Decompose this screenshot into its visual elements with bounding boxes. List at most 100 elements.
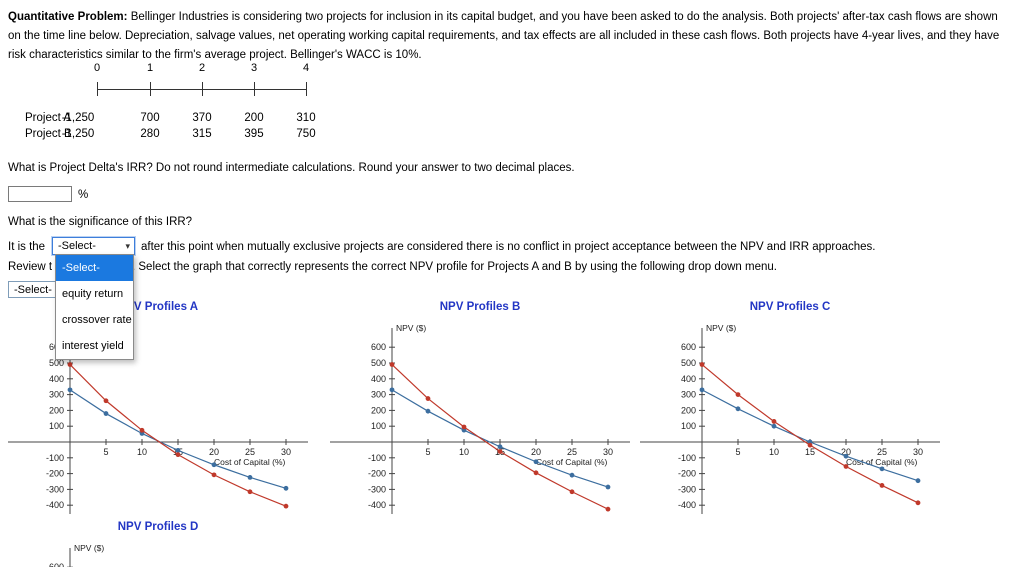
- project-a-cf0: -1,250: [61, 112, 95, 124]
- svg-text:-200: -200: [678, 469, 696, 479]
- npv-profiles-d-chart: NPV Profiles D 600500400300200100-100-20…: [8, 520, 308, 567]
- chart-title-b: NPV Profiles B: [439, 301, 521, 313]
- svg-text:5: 5: [425, 447, 430, 457]
- npv-profiles-b-chart: NPV Profiles B 600 500 400 300 200 100 -100 -20…: [330, 300, 630, 519]
- project-a-cashflow-row: Project A -1,250 700 370 200 310: [0, 112, 340, 126]
- npv-profiles-a-plot: 600500400300200100-100-200-300-400510152…: [8, 323, 308, 514]
- timeline-tick-4: [306, 82, 307, 96]
- significance-select[interactable]: -Select- ▾: [52, 237, 135, 255]
- irr-answer-input[interactable]: [8, 186, 72, 202]
- svg-text:-200: -200: [368, 469, 386, 479]
- svg-text:600: 600: [49, 562, 64, 567]
- npv-profiles-a-chart: NPV Profiles A 600500400300200100-100-20…: [8, 300, 308, 519]
- svg-text:500: 500: [371, 358, 386, 368]
- npv-profiles-b-plot: 600500400300200100-100-200-300-400510152…: [330, 323, 630, 514]
- svg-text:100: 100: [49, 421, 64, 431]
- svg-text:100: 100: [371, 421, 386, 431]
- svg-text:600: 600: [681, 342, 696, 352]
- svg-text:400: 400: [681, 374, 696, 384]
- chart-title-a: NPV Profiles A: [117, 301, 199, 313]
- svg-text:10: 10: [769, 447, 779, 457]
- svg-text:25: 25: [877, 447, 887, 457]
- review-sentence-suffix: . Select the graph that correctly repres…: [132, 261, 777, 273]
- timeline-period-3: 3: [250, 62, 258, 74]
- dropdown-option-select[interactable]: -Select-: [56, 255, 133, 281]
- problem-statement-text: Bellinger Industries is considering two …: [8, 11, 1000, 61]
- cashflow-timeline: 0 1 2 3 4 Project A -1,250 700 370 200 3…: [0, 62, 340, 147]
- svg-text:-300: -300: [368, 484, 386, 494]
- significance-select-value: -Select-: [58, 240, 96, 252]
- irr-question: What is Project Delta's IRR? Do not roun…: [8, 162, 575, 174]
- svg-text:300: 300: [49, 390, 64, 400]
- project-b-cf0: -1,250: [61, 128, 95, 140]
- svg-text:-100: -100: [678, 453, 696, 463]
- svg-text:Cost of Capital (%): Cost of Capital (%): [536, 457, 607, 467]
- project-b-cf1: 280: [140, 128, 160, 140]
- project-a-label: Project A: [25, 112, 72, 124]
- svg-text:400: 400: [371, 374, 386, 384]
- review-sentence-prefix: Review t: [8, 261, 53, 273]
- timeline-tick-0: [97, 82, 98, 96]
- svg-text:25: 25: [567, 447, 577, 457]
- svg-text:30: 30: [913, 447, 923, 457]
- npv-profiles-c-plot: 600 500 400 300 200 100 -100 -200 -300 -400 5 10 15 2…: [640, 323, 940, 514]
- project-a-cf4: 310: [296, 112, 316, 124]
- dropdown-option-crossover-rate[interactable]: crossover rate: [62, 314, 132, 326]
- svg-text:-100: -100: [368, 453, 386, 463]
- svg-text:-200: -200: [46, 469, 64, 479]
- svg-text:5: 5: [735, 447, 740, 457]
- svg-text:500: 500: [681, 358, 696, 368]
- timeline-period-2: 2: [198, 62, 206, 74]
- svg-text:NPV ($): NPV ($): [706, 323, 736, 333]
- svg-text:500: 500: [49, 358, 64, 368]
- chevron-down-icon: ▾: [125, 240, 130, 251]
- svg-text:-400: -400: [46, 500, 64, 510]
- project-a-cf1: 700: [140, 112, 160, 124]
- timeline-tick-3: [254, 82, 255, 96]
- timeline-tick-2: [202, 82, 203, 96]
- svg-text:100: 100: [681, 421, 696, 431]
- svg-text:Cost of Capital (%): Cost of Capital (%): [846, 457, 917, 467]
- project-b-cf2: 315: [192, 128, 212, 140]
- project-b-cf4: 750: [296, 128, 316, 140]
- dropdown-option-equity-return[interactable]: equity return: [62, 288, 124, 300]
- svg-text:5: 5: [103, 447, 108, 457]
- significance-sentence-prefix: It is the: [8, 241, 46, 253]
- problem-statement-label: Quantitative Problem:: [8, 11, 128, 23]
- svg-text:20: 20: [209, 447, 219, 457]
- svg-text:25: 25: [245, 447, 255, 457]
- svg-text:10: 10: [459, 447, 469, 457]
- svg-text:-300: -300: [678, 484, 696, 494]
- svg-text:300: 300: [681, 390, 696, 400]
- svg-text:-400: -400: [678, 500, 696, 510]
- svg-text:200: 200: [371, 405, 386, 415]
- graph-select-value: -Select-: [14, 283, 52, 296]
- chart-title-c: NPV Profiles C: [749, 301, 831, 313]
- svg-text:300: 300: [371, 390, 386, 400]
- timeline-period-0: 0: [93, 62, 101, 74]
- project-a-cf2: 370: [192, 112, 212, 124]
- percent-label: %: [78, 189, 89, 201]
- svg-text:10: 10: [137, 447, 147, 457]
- project-b-cashflow-row: Project B -1,250 280 315 395 750: [0, 128, 340, 142]
- svg-text:-300: -300: [46, 484, 64, 494]
- svg-text:20: 20: [531, 447, 541, 457]
- svg-text:-100: -100: [46, 453, 64, 463]
- significance-question: What is the significance of this IRR?: [8, 216, 193, 228]
- svg-text:15: 15: [805, 447, 815, 457]
- svg-text:NPV ($): NPV ($): [396, 323, 426, 333]
- project-b-cf3: 395: [244, 128, 264, 140]
- npv-profiles-c-chart: NPV Profiles C 600 500 400 300 200 100 -100 -20…: [640, 300, 940, 519]
- significance-sentence-suffix: after this point when mutually exclusive…: [141, 241, 876, 253]
- svg-text:-400: -400: [368, 500, 386, 510]
- timeline-period-1: 1: [146, 62, 154, 74]
- svg-text:400: 400: [49, 374, 64, 384]
- chart-title-d: NPV Profiles D: [117, 521, 199, 533]
- svg-text:20: 20: [841, 447, 851, 457]
- project-a-cf3: 200: [244, 112, 264, 124]
- project-b-label: Project B: [25, 128, 72, 140]
- svg-text:30: 30: [281, 447, 291, 457]
- timeline-tick-1: [150, 82, 151, 96]
- dropdown-option-interest-yield[interactable]: interest yield: [62, 340, 124, 352]
